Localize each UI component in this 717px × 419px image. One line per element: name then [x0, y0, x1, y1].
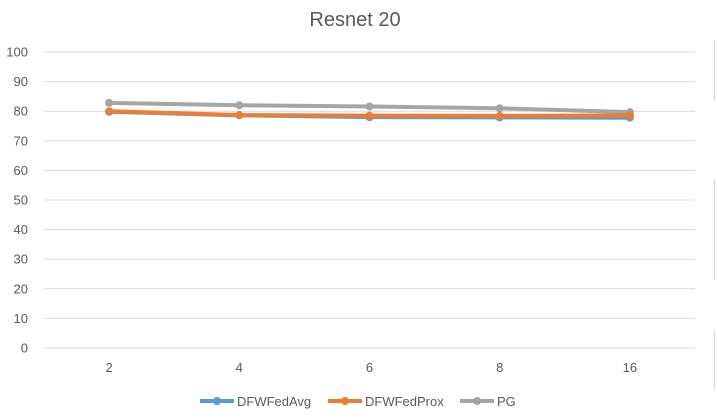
chart-title: Resnet 20 [309, 9, 400, 31]
series-pg [105, 98, 634, 117]
legend-item: DFWFedAvg [200, 394, 311, 409]
data-point [495, 104, 504, 113]
data-point [105, 98, 114, 107]
data-point [365, 102, 374, 111]
y-axis-ticks: 0 10 20 30 40 50 60 70 80 90 100 [6, 45, 28, 356]
y-tick-label: 40 [14, 222, 28, 237]
series-lines [105, 98, 634, 122]
legend-item: PG [460, 394, 516, 409]
data-point [495, 111, 504, 120]
y-tick-label: 0 [21, 341, 28, 356]
y-tick-label: 70 [14, 133, 28, 148]
y-tick-label: 30 [14, 252, 28, 267]
y-tick-label: 80 [14, 104, 28, 119]
x-axis-ticks: 2 4 6 8 16 [105, 360, 637, 375]
y-tick-label: 20 [14, 281, 28, 296]
y-tick-label: 100 [6, 45, 28, 60]
x-tick-label: 16 [623, 360, 637, 375]
data-point [105, 107, 114, 116]
y-tick-label: 50 [14, 193, 28, 208]
legend-label: DFWFedAvg [237, 394, 311, 409]
edge-divider [714, 40, 715, 100]
legend-label: PG [497, 394, 516, 409]
legend-label: DFWFedProx [365, 394, 444, 409]
edge-divider [714, 180, 715, 280]
x-tick-label: 6 [366, 360, 373, 375]
legend: DFWFedAvg DFWFedProx PG [200, 394, 516, 409]
data-point [235, 101, 244, 110]
data-point [625, 111, 634, 120]
edge-divider [714, 330, 715, 390]
y-tick-label: 60 [14, 163, 28, 178]
y-tick-label: 90 [14, 74, 28, 89]
y-tick-label: 10 [14, 311, 28, 326]
x-tick-label: 4 [236, 360, 243, 375]
series-dfwfedprox [105, 107, 634, 120]
x-tick-label: 8 [496, 360, 503, 375]
legend-swatch-marker [341, 397, 349, 405]
legend-swatch-marker [213, 397, 221, 405]
gridlines [44, 51, 695, 349]
data-point [235, 111, 244, 120]
data-point [365, 111, 374, 120]
x-tick-label: 2 [105, 360, 112, 375]
legend-swatch-marker [473, 397, 481, 405]
legend-item: DFWFedProx [328, 394, 444, 409]
